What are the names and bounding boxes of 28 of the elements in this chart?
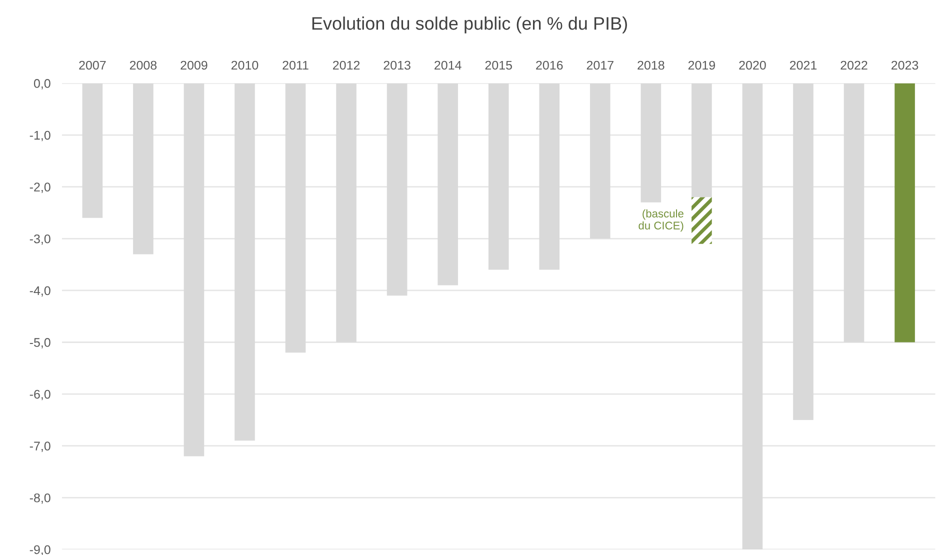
x-tick-label: 2007: [79, 60, 106, 70]
x-tick-label: 2016: [536, 60, 563, 70]
y-tick-label: -2,0: [30, 182, 50, 193]
x-tick-label: 2023: [892, 60, 918, 70]
annotation: (bascule du CICE): [638, 209, 684, 232]
x-tick-label: 2020: [739, 60, 766, 70]
chart-title: Evolution du solde public (en % du PIB): [312, 16, 627, 34]
y-tick-label: -8,0: [30, 493, 50, 504]
x-tick-label: 2017: [586, 60, 614, 70]
x-tick-label: 2009: [180, 60, 208, 70]
x-tick-label: 2014: [434, 60, 462, 70]
x-tick-label: 2010: [231, 60, 258, 70]
x-tick-label: 2021: [790, 60, 817, 70]
x-tick-label: 2018: [638, 60, 664, 70]
x-tick-label: 2011: [282, 60, 308, 70]
x-tick-label: 2008: [130, 60, 157, 70]
y-tick-label: -4,0: [30, 286, 50, 297]
y-tick-label: -3,0: [30, 234, 50, 245]
y-tick-label: -7,0: [30, 442, 50, 452]
y-tick-label: 0,0: [34, 79, 50, 90]
x-tick-label: 2013: [384, 60, 410, 70]
x-tick-label: 2019: [688, 60, 716, 70]
x-tick-label: 2012: [333, 60, 360, 70]
x-tick-label: 2015: [485, 60, 512, 70]
y-tick-label: -5,0: [30, 338, 50, 348]
y-tick-label: -6,0: [30, 390, 50, 400]
x-tick-label: 2022: [840, 60, 868, 70]
y-tick-label: -1,0: [30, 130, 50, 142]
